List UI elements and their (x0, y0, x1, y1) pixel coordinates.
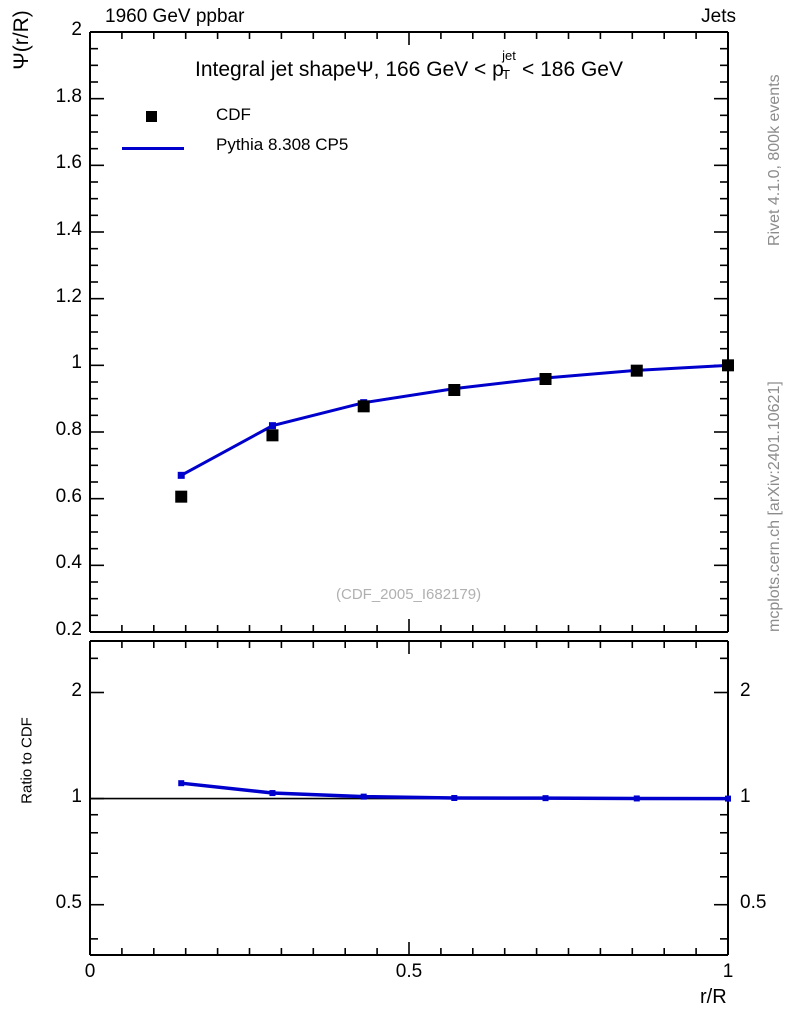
ratio-point-marker (725, 795, 731, 802)
title-suffix: < 186 GeV (516, 58, 623, 81)
x-tick-label: 0 (84, 961, 96, 982)
ratio-panel-series (90, 780, 731, 802)
ratio-y-tick-label-right: 0.5 (740, 891, 767, 913)
analysis-category-label: Jets (701, 6, 736, 27)
mc-point-marker (268, 422, 276, 430)
main-panel-frame (89, 31, 729, 633)
ratio-panel-ticks (89, 641, 729, 955)
main-y-tick-label: 2 (71, 19, 82, 40)
main-y-tick-label: 0.4 (55, 552, 82, 574)
main-panel-ticks (89, 31, 729, 633)
title-superscript-jet: jet (502, 48, 516, 63)
line-swatch-icon (122, 147, 184, 150)
main-y-tick-label: 1.4 (55, 219, 82, 240)
title-p-symbol: p (492, 58, 504, 81)
analysis-id-watermark: (CDF_2005_I682179) (336, 586, 482, 603)
main-y-tick-label: 1.6 (55, 152, 82, 174)
mc-point-marker (177, 471, 185, 479)
legend-key-line (122, 134, 208, 158)
ratio-point-marker (178, 780, 185, 787)
data-point-marker (539, 373, 552, 385)
main-y-tick-label: 0.2 (55, 619, 82, 640)
ratio-y-tick-label-left: 0.5 (55, 891, 82, 913)
x-tick-label: 0.5 (395, 961, 423, 982)
square-marker-icon (146, 111, 157, 122)
main-panel-series (175, 359, 734, 503)
main-y-tick-label: 1.2 (55, 285, 82, 307)
data-point-marker (175, 490, 188, 503)
data-point-marker (448, 384, 461, 396)
data-point-marker (357, 400, 370, 413)
title-prefix: Integral jet shape (195, 58, 357, 81)
plot-title: Integral jet shapeΨ, 166 GeV < p jet T < 1… (90, 48, 728, 82)
title-psi-symbol: Ψ (356, 58, 374, 81)
main-y-tick-label: 0.8 (55, 419, 82, 440)
ratio-point-marker (451, 794, 458, 801)
title-subscript-t: T (502, 67, 511, 82)
ratio-point-marker (542, 795, 549, 802)
ratio-y-tick-label-left: 2 (71, 679, 82, 701)
title-middle: , 166 GeV < (373, 58, 493, 81)
data-point-marker (266, 429, 279, 442)
ratio-point-marker (633, 795, 640, 802)
x-tick-label: 1 (722, 961, 734, 982)
data-point-marker (630, 364, 643, 377)
data-point-marker (722, 359, 734, 372)
legend-label-cdf: CDF (216, 105, 251, 124)
main-y-tick-label: 0.6 (55, 485, 82, 507)
mc-prediction-curve (180, 363, 729, 477)
ratio-y-tick-label-left: 1 (71, 785, 82, 807)
ratio-point-marker (269, 790, 276, 797)
ratio-y-tick-label-right: 1 (740, 785, 751, 807)
ratio-point-marker (360, 793, 367, 800)
main-y-tick-label: 1 (71, 352, 82, 374)
beam-energy-label: 1960 GeV ppbar (105, 6, 245, 27)
legend-label-pythia: Pythia 8.308 CP5 (216, 135, 349, 154)
title-pt-jet: p jet T (492, 48, 516, 82)
ratio-y-tick-label-right: 2 (740, 679, 751, 701)
x-axis-label: r/R (700, 986, 727, 1008)
legend-key-marker (140, 104, 208, 128)
main-y-tick-label: 1.8 (55, 85, 82, 107)
